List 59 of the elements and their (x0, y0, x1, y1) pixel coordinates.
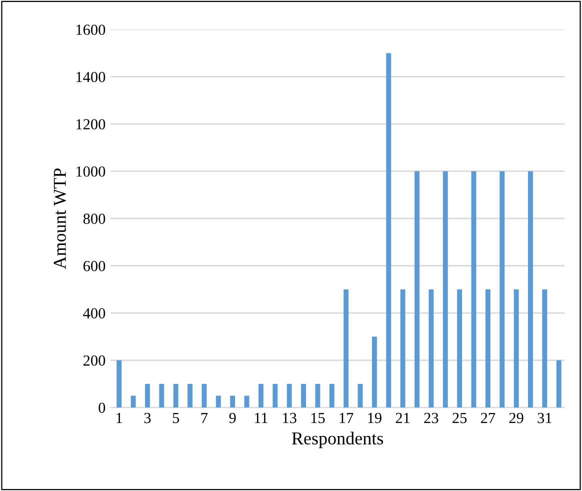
bar (272, 384, 278, 408)
bar (556, 360, 562, 408)
bar (500, 171, 505, 408)
y-tick-label: 1600 (76, 24, 106, 35)
x-tick-label: 7 (201, 412, 208, 423)
bar (258, 384, 264, 408)
bar (230, 396, 236, 408)
bar (216, 396, 221, 408)
bar (514, 289, 519, 408)
y-tick-label: 400 (83, 308, 106, 318)
bar (485, 289, 490, 408)
bar (202, 384, 207, 408)
bar (428, 289, 434, 408)
bar (130, 396, 136, 408)
x-tick-label: 3 (144, 412, 151, 424)
y-tick-label: 1200 (76, 119, 106, 130)
bar (301, 384, 306, 408)
x-tick-label: 1 (116, 412, 122, 423)
x-tick-label: 9 (229, 412, 236, 424)
x-tick-label: 11 (254, 412, 268, 423)
y-tick-label: 200 (83, 355, 106, 366)
bar (173, 384, 178, 408)
bar (244, 396, 250, 408)
bar (286, 384, 292, 408)
x-tick-label: 29 (509, 412, 524, 424)
bar (358, 384, 363, 408)
bar (372, 336, 377, 408)
bar (528, 171, 533, 408)
bar (542, 289, 548, 408)
bar (386, 53, 392, 408)
bar (471, 171, 476, 408)
x-axis-title: Respondents (292, 432, 384, 448)
y-tick-label: 800 (83, 214, 106, 224)
x-tick-label: 13 (283, 412, 296, 424)
y-axis-title: Amount WTP (54, 168, 66, 270)
x-tick-label: 15 (311, 412, 325, 424)
x-tick-label: 17 (340, 412, 354, 423)
bar (400, 289, 406, 408)
bar (144, 384, 150, 408)
bar (315, 384, 320, 408)
y-tick-label: 600 (83, 260, 106, 272)
y-tick-label: 1400 (76, 72, 106, 82)
y-tick-label: 1000 (76, 166, 106, 177)
bar (414, 171, 420, 408)
x-tick-label: 31 (538, 412, 552, 424)
x-tick-label: 25 (452, 412, 467, 424)
bar (159, 384, 164, 408)
bar (344, 289, 349, 408)
bar (442, 171, 448, 408)
bar (329, 384, 334, 408)
bar (116, 360, 122, 408)
x-tick-label: 19 (368, 412, 382, 424)
x-tick-label: 21 (396, 412, 410, 423)
x-tick-label: 23 (424, 412, 438, 424)
bar (188, 384, 193, 408)
x-tick-label: 27 (480, 412, 496, 423)
bar (457, 289, 462, 408)
x-tick-label: 5 (172, 412, 180, 424)
y-tick-label: 0 (98, 402, 106, 413)
